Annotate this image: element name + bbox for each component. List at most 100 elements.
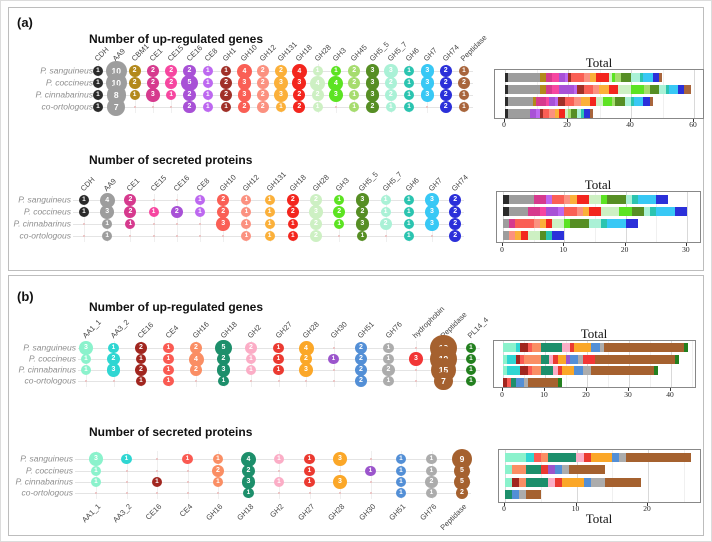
bubble-value: 3: [105, 208, 110, 216]
stacked-bar: [503, 219, 638, 228]
bubble: 1: [426, 453, 437, 465]
bubble-value: 2: [224, 91, 229, 99]
bubble: 2: [183, 64, 196, 78]
bubble-value: 15: [438, 364, 449, 375]
axis-tick-mark: [630, 119, 631, 122]
bubble: 3: [383, 64, 398, 78]
grid-major: [568, 70, 569, 118]
bubble: 1: [163, 342, 174, 354]
axis-tick-mark: [624, 243, 626, 246]
grid-minor: [524, 341, 525, 387]
axis-tick-label: 40: [626, 120, 634, 129]
bubble: 2: [354, 352, 368, 366]
zero-dot: [369, 458, 372, 460]
bubble-value: 1: [224, 102, 228, 110]
zero-dot: [85, 380, 87, 382]
bubble-value: 1: [139, 354, 143, 362]
bar-segment: [591, 343, 600, 352]
row-label: P. sanguineus: [40, 65, 93, 76]
bubble-value: 2: [187, 91, 192, 99]
bubble-value: 3: [425, 67, 430, 75]
bubble-value: 1: [267, 195, 272, 203]
bubble: 1: [202, 101, 213, 113]
section-title: Number of secreted proteins: [89, 425, 253, 439]
bubble: 1: [465, 364, 477, 376]
stacked-bar: [503, 231, 565, 240]
bubble-value: 2: [169, 67, 174, 75]
bubble: 2: [439, 64, 452, 78]
zero-dot: [339, 492, 341, 494]
bar-segment: [596, 73, 609, 82]
bar-segment: [591, 366, 655, 375]
bubble: 2: [384, 88, 397, 102]
bubble: 1: [121, 453, 132, 465]
bubble-value: 2: [443, 79, 448, 87]
bubble: 1: [273, 364, 284, 376]
bar-segment: [574, 366, 583, 375]
bar-segment: [570, 355, 579, 364]
bubble: 1: [163, 364, 174, 376]
bubble: 1: [465, 375, 477, 387]
axis-tick-mark: [504, 503, 505, 506]
bubble: 3: [425, 205, 439, 219]
bubble-value: 4: [315, 79, 320, 87]
bubble: 1: [312, 65, 323, 77]
grid-minor: [594, 192, 596, 242]
bar-segment: [576, 195, 589, 204]
bubble: 2: [293, 100, 306, 114]
bubble-value: 1: [386, 376, 391, 384]
bar-segment: [519, 490, 527, 499]
bar-segment: [552, 195, 565, 204]
bubble: 1: [404, 101, 415, 113]
bubble-value: 2: [128, 196, 133, 204]
bubble: 1: [241, 230, 252, 242]
bar-segment: [519, 355, 524, 364]
bubble: 3: [365, 76, 380, 90]
bubble: 3: [106, 363, 121, 377]
bubble-value: 1: [399, 466, 403, 474]
bubble-value: 1: [224, 66, 228, 74]
bar-segment: [509, 195, 534, 204]
zero-dot: [278, 492, 280, 494]
bubble: 3: [329, 88, 343, 102]
bubble: 3: [274, 76, 288, 90]
bar-segment: [595, 355, 676, 364]
bubble-value: 3: [279, 91, 283, 99]
bar-segment: [615, 73, 622, 82]
bubble: 1: [80, 364, 92, 376]
bubble-value: 3: [388, 67, 393, 75]
bubble-value: 2: [460, 489, 464, 497]
column-gridline: [292, 194, 294, 242]
bar-segment: [558, 207, 565, 216]
bar-segment: [578, 355, 583, 364]
bar-segment: [580, 109, 584, 118]
axis-tick-mark: [685, 243, 687, 246]
bar-segment: [558, 85, 575, 94]
bar-segment: [540, 366, 554, 375]
bar-segment: [567, 109, 572, 118]
bubble: 1: [403, 218, 414, 230]
bubble: 2: [309, 193, 323, 207]
bar-segment: [593, 85, 600, 94]
bubble: 1: [78, 206, 90, 218]
bar-segment: [576, 453, 584, 462]
zero-dot: [369, 492, 372, 494]
bubble-value: 9: [459, 453, 465, 464]
axis-tick-mark: [586, 388, 587, 391]
grid-major: [587, 341, 588, 387]
bar-segment: [521, 231, 528, 240]
bubble: 2: [449, 217, 462, 231]
bubble-value: 1: [469, 343, 473, 351]
bar-segment: [503, 378, 508, 387]
bar-segment: [552, 219, 565, 228]
grid-minor: [692, 341, 693, 387]
bubble-value: 1: [198, 207, 202, 215]
bubble-value: 1: [406, 231, 411, 239]
zero-dot: [95, 492, 97, 494]
bubble: 2: [309, 217, 323, 231]
bar-segment: [650, 207, 657, 216]
bubble: 2: [449, 205, 462, 219]
bubble-value: 1: [469, 376, 473, 384]
zero-dot: [156, 470, 158, 472]
bubble-value: 2: [388, 79, 393, 87]
